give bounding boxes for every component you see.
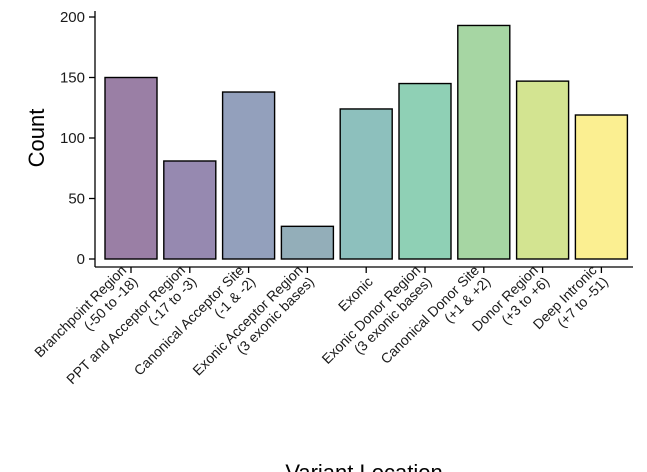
y-axis-ticks: 0 50 100 150 200 [60,9,95,268]
x-axis-title: Variant Location [285,460,442,472]
y-tick-label: 150 [60,70,85,87]
bars-group [104,24,629,260]
x-axis-tick-labels: Branchpoint Region(-50 to -18)PPT and Ac… [31,262,611,387]
y-axis-title: Count [24,109,49,168]
bar [398,82,452,260]
bar [574,114,629,260]
x-axis-ticks [130,267,603,273]
bar [280,225,335,260]
y-tick-label: 200 [60,9,85,26]
bar [515,80,570,260]
bar [339,108,393,260]
y-tick-label: 0 [77,251,85,268]
bar [221,91,276,260]
bar [163,160,217,260]
bar [457,24,511,260]
bar [104,76,158,260]
y-tick-label: 50 [68,191,85,208]
y-tick-label: 100 [60,130,85,147]
